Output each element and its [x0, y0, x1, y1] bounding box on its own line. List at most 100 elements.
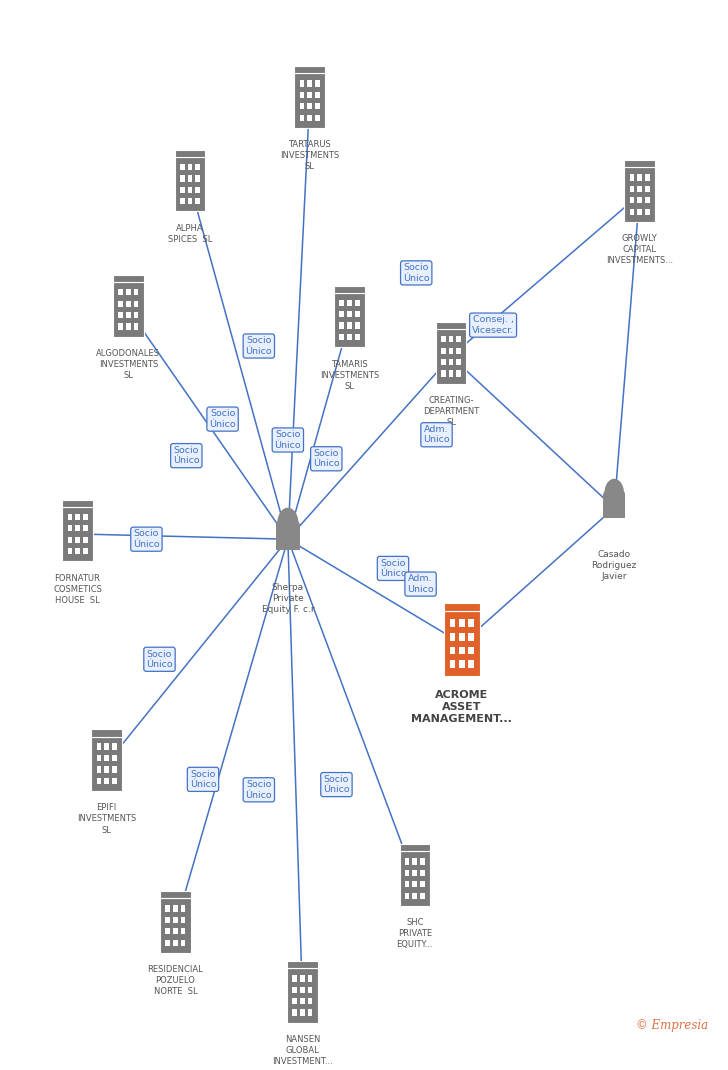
Bar — [459, 633, 464, 641]
Text: Socio
Único: Socio Único — [209, 410, 236, 429]
Bar — [355, 311, 360, 318]
Bar — [195, 175, 200, 182]
Bar — [118, 289, 123, 295]
Bar — [400, 852, 430, 905]
Bar — [307, 103, 312, 109]
Bar — [181, 905, 186, 912]
Bar — [334, 293, 365, 347]
Bar — [459, 620, 464, 627]
Bar — [165, 928, 170, 934]
Bar — [294, 66, 325, 74]
Text: Socio
Único: Socio Único — [245, 780, 272, 799]
Bar — [287, 968, 317, 1023]
Text: TARTARUS
INVESTMENTS
SL: TARTARUS INVESTMENTS SL — [280, 140, 339, 171]
Bar — [444, 602, 480, 611]
Text: Socio
Único: Socio Único — [133, 530, 159, 549]
Circle shape — [604, 478, 624, 507]
Bar — [630, 197, 634, 203]
Bar — [118, 323, 123, 330]
Bar — [308, 987, 312, 993]
Bar — [420, 892, 425, 899]
Bar — [134, 323, 138, 330]
Bar — [126, 323, 130, 330]
Bar — [450, 660, 456, 668]
Bar — [294, 74, 325, 127]
Bar — [97, 778, 101, 784]
Bar — [637, 209, 642, 215]
Bar — [300, 998, 305, 1005]
Bar — [450, 646, 456, 654]
Bar — [339, 311, 344, 318]
Bar — [68, 525, 72, 532]
Bar — [181, 939, 186, 946]
Bar — [83, 525, 87, 532]
Bar — [97, 744, 101, 750]
Bar — [347, 334, 352, 340]
Bar — [300, 1009, 305, 1015]
Bar — [436, 330, 466, 383]
Bar — [468, 633, 474, 641]
Bar — [630, 209, 634, 215]
Bar — [448, 360, 454, 365]
Bar — [645, 209, 649, 215]
Bar — [456, 360, 461, 365]
Bar — [180, 175, 184, 182]
Bar — [195, 164, 200, 170]
Bar — [175, 150, 205, 157]
Bar — [75, 514, 80, 520]
Bar — [308, 975, 312, 981]
Bar — [441, 360, 446, 365]
Bar — [456, 348, 461, 354]
Bar — [456, 336, 461, 342]
Bar — [413, 870, 417, 876]
Bar — [307, 114, 312, 121]
Bar — [276, 524, 299, 550]
Text: ALGODONALES
INVESTMENTS
SL: ALGODONALES INVESTMENTS SL — [96, 349, 160, 380]
Bar — [180, 164, 184, 170]
Bar — [459, 660, 464, 668]
Bar — [339, 322, 344, 328]
Bar — [468, 646, 474, 654]
Bar — [160, 891, 191, 899]
Bar — [68, 514, 72, 520]
Bar — [97, 766, 101, 773]
Bar — [118, 301, 123, 307]
Bar — [188, 164, 192, 170]
Text: Socio
Único: Socio Único — [323, 775, 349, 794]
Bar — [173, 917, 178, 923]
Bar — [468, 620, 474, 627]
Bar — [355, 300, 360, 306]
Bar — [413, 881, 417, 887]
Text: Casado
Rodriguez
Javier: Casado Rodriguez Javier — [592, 550, 637, 581]
Bar — [134, 312, 138, 318]
Bar — [134, 289, 138, 295]
Bar — [160, 899, 191, 952]
Bar — [195, 186, 200, 193]
Bar — [68, 536, 72, 542]
Bar — [637, 186, 642, 192]
Text: Socio
Único: Socio Único — [173, 446, 199, 465]
Ellipse shape — [604, 488, 625, 500]
Text: Socio
Único: Socio Único — [403, 263, 430, 282]
Bar — [315, 80, 320, 87]
Text: CREATING-
DEPARTMENT
SL: CREATING- DEPARTMENT SL — [423, 396, 479, 427]
Bar — [347, 322, 352, 328]
Bar — [293, 998, 297, 1005]
Text: RESIDENCIAL
POZUELO
NORTE  SL: RESIDENCIAL POZUELO NORTE SL — [148, 965, 203, 996]
Bar — [405, 892, 409, 899]
Bar — [420, 881, 425, 887]
Text: Consej. ,
Vicesecr.: Consej. , Vicesecr. — [472, 316, 514, 335]
Bar — [75, 525, 80, 532]
Bar — [339, 334, 344, 340]
Bar — [165, 939, 170, 946]
Bar — [63, 507, 92, 561]
Bar — [308, 998, 312, 1005]
Bar — [441, 336, 446, 342]
Bar — [441, 370, 446, 377]
Text: Socio
Único: Socio Único — [245, 336, 272, 355]
Bar — [112, 778, 116, 784]
Bar — [300, 80, 304, 87]
Bar — [293, 975, 297, 981]
Text: FORNATUR
COSMETICS
HOUSE  SL: FORNATUR COSMETICS HOUSE SL — [53, 574, 102, 605]
Bar — [444, 611, 480, 676]
